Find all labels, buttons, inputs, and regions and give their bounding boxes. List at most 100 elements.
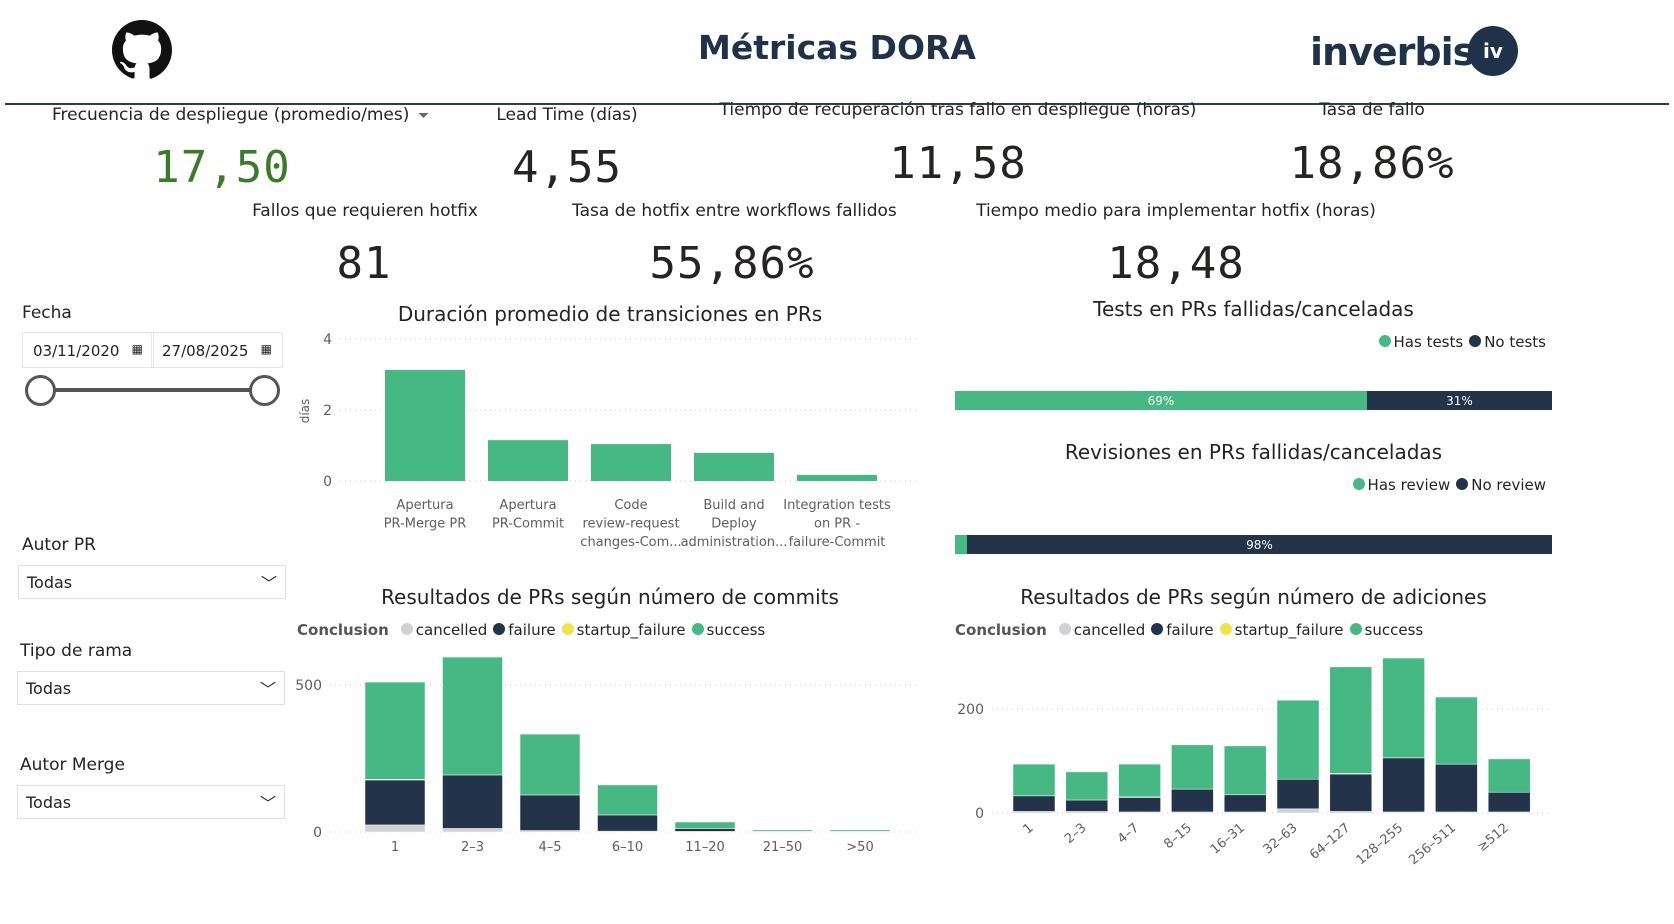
x-tick-label: Apertura (499, 498, 556, 513)
legend-item-success[interactable]: success (691, 621, 765, 639)
kpi-label-tiempo-hotfix: Tiempo medio para implementar hotfix (ho… (976, 201, 1376, 221)
x-tick-label: 2–3 (461, 840, 484, 855)
legend-item-startup_failure[interactable]: startup_failure (1219, 621, 1344, 639)
bar-segment-failure (597, 814, 658, 832)
x-tick-label: 256–511 (1406, 821, 1459, 865)
bar (488, 440, 568, 481)
chevron-down-icon: ﹀ (260, 574, 277, 593)
kpi-label-recuperacion: Tiempo de recuperación tras fallo en des… (719, 100, 1197, 120)
x-tick-label: review-request (582, 517, 679, 532)
date-slider-track[interactable] (40, 388, 264, 392)
bar-segment-failure (674, 828, 736, 832)
bar (694, 452, 774, 481)
bar-segment-cancelled (442, 828, 503, 833)
y-tick-label: 500 (295, 678, 322, 694)
transitions-chart-title: Duración promedio de transiciones en PRs (397, 302, 823, 326)
date-slider-end-handle[interactable] (249, 375, 280, 406)
tests-legend: Has tests No tests (1378, 333, 1546, 351)
commits-chart: 0 500 1 2–3 4–5 6–10 11–20 21–50 >50 (295, 656, 920, 855)
tipo-rama-value: Todas (26, 678, 72, 698)
legend-item-success[interactable]: success (1349, 621, 1423, 639)
reviews-chart-title: Revisiones en PRs fallidas/canceladas (1064, 440, 1443, 464)
x-tick-label: 8–15 (1161, 821, 1195, 853)
additions-legend: Conclusion cancelled failure startup_failur… (955, 621, 1423, 639)
x-tick-label: 128–255 (1354, 821, 1407, 865)
x-tick-label: 16–31 (1208, 821, 1248, 858)
calendar-icon[interactable]: ▦ (131, 342, 143, 356)
commits-chart-title: Resultados de PRs según número de commit… (381, 585, 839, 609)
end-date-input[interactable]: 27/08/2025 ▦ (151, 332, 283, 368)
tests-bar: 69% 31% (955, 391, 1552, 410)
x-tick-label: 64–127 (1307, 821, 1353, 863)
chevron-down-icon: ﹀ (259, 680, 276, 699)
kpi-value-frecuencia: 17,50 (153, 142, 291, 193)
bar-segment-success (1435, 696, 1478, 765)
fecha-label: Fecha (22, 303, 72, 323)
bar-segment-failure (1012, 795, 1056, 812)
bar (591, 444, 671, 481)
x-tick-label: Build and (703, 498, 764, 513)
bar-segment-success (829, 829, 891, 832)
bar-segment-failure (1223, 794, 1267, 813)
kpi-label-tasa-fallo: Tasa de fallo (1319, 100, 1425, 120)
calendar-icon[interactable]: ▦ (260, 342, 272, 356)
x-tick-label: Apertura (396, 498, 453, 513)
legend-item-cancelled[interactable]: cancelled (1058, 621, 1145, 639)
bar-segment-failure (1382, 757, 1425, 813)
autor-pr-dropdown[interactable]: Todas ﹀ (18, 565, 286, 599)
bar-segment-success (1329, 666, 1373, 774)
bar-segment-failure (1276, 778, 1320, 810)
kpi-value-tasa-fallo: 18,86% (1289, 138, 1455, 189)
header-divider (5, 103, 1669, 105)
date-slider-start-handle[interactable] (25, 375, 56, 406)
start-date-input[interactable]: 03/11/2020 ▦ (22, 332, 154, 368)
tests-chart-title: Tests en PRs fallidas/canceladas (1093, 297, 1414, 321)
bar-segment-success (597, 784, 658, 816)
inverbis-badge-logo: iv (1468, 26, 1518, 76)
tipo-rama-dropdown[interactable]: Todas ﹀ (17, 671, 285, 705)
x-tick-label: 4–5 (538, 840, 561, 855)
bar-segment-failure (1065, 799, 1109, 812)
x-tick-label: on PR - (814, 517, 860, 532)
legend-item-failure[interactable]: failure (1151, 621, 1214, 639)
kpi-value-lead-time: 4,55 (512, 142, 622, 193)
bar-segment-failure (1329, 773, 1373, 812)
autor-pr-label: Autor PR (22, 535, 96, 555)
bar-segment: 31% (1366, 391, 1552, 410)
filter-icon[interactable]: ⏷ (418, 108, 430, 124)
tipo-rama-label: Tipo de rama (20, 641, 133, 661)
y-tick-label: 2 (323, 403, 332, 419)
legend-item-startup_failure[interactable]: startup_failure (561, 621, 686, 639)
legend-no-tests: No tests (1469, 333, 1546, 351)
y-axis-label: días (298, 399, 312, 424)
kpi-label-lead-time: Lead Time (días) (496, 105, 638, 125)
kpi-label-fallos-hotfix: Fallos que requieren hotfix (252, 201, 478, 221)
bar-segment-failure (1435, 763, 1478, 813)
y-tick-label: 0 (323, 474, 332, 490)
x-tick-label: administration... (681, 535, 788, 550)
legend-item-failure[interactable]: failure (493, 621, 556, 639)
bar (385, 369, 465, 481)
autor-merge-dropdown[interactable]: Todas ﹀ (17, 785, 285, 819)
bar-segment-failure (519, 794, 581, 831)
bar-segment-success (1223, 745, 1267, 796)
page-title: Métricas DORA (698, 28, 976, 67)
legend-title: Conclusion (297, 621, 389, 639)
bar (797, 474, 877, 481)
bar-segment-failure (1487, 791, 1531, 813)
autor-pr-value: Todas (27, 572, 73, 592)
bar-segment-success (1382, 657, 1425, 759)
bar-segment-cancelled (1276, 808, 1320, 814)
legend-item-cancelled[interactable]: cancelled (400, 621, 487, 639)
kpi-label-tasa-hotfix: Tasa de hotfix entre workflows fallidos (572, 201, 897, 221)
x-tick-label: changes-Com... (580, 535, 681, 550)
y-tick-label: 0 (313, 825, 322, 841)
bar-segment: 69% (955, 391, 1367, 410)
inverbis-logo: inverbis. (1310, 30, 1489, 74)
bar-segment-success (1487, 758, 1531, 793)
bar-segment-success (674, 821, 736, 829)
x-tick-label: Integration tests (783, 498, 891, 513)
x-tick-label: 6–10 (612, 840, 643, 855)
additions-chart: 0 200 1 2–3 4–7 8–15 16–31 32–63 64–127 128–255 25… (957, 657, 1550, 865)
y-tick-label: 200 (957, 702, 984, 718)
